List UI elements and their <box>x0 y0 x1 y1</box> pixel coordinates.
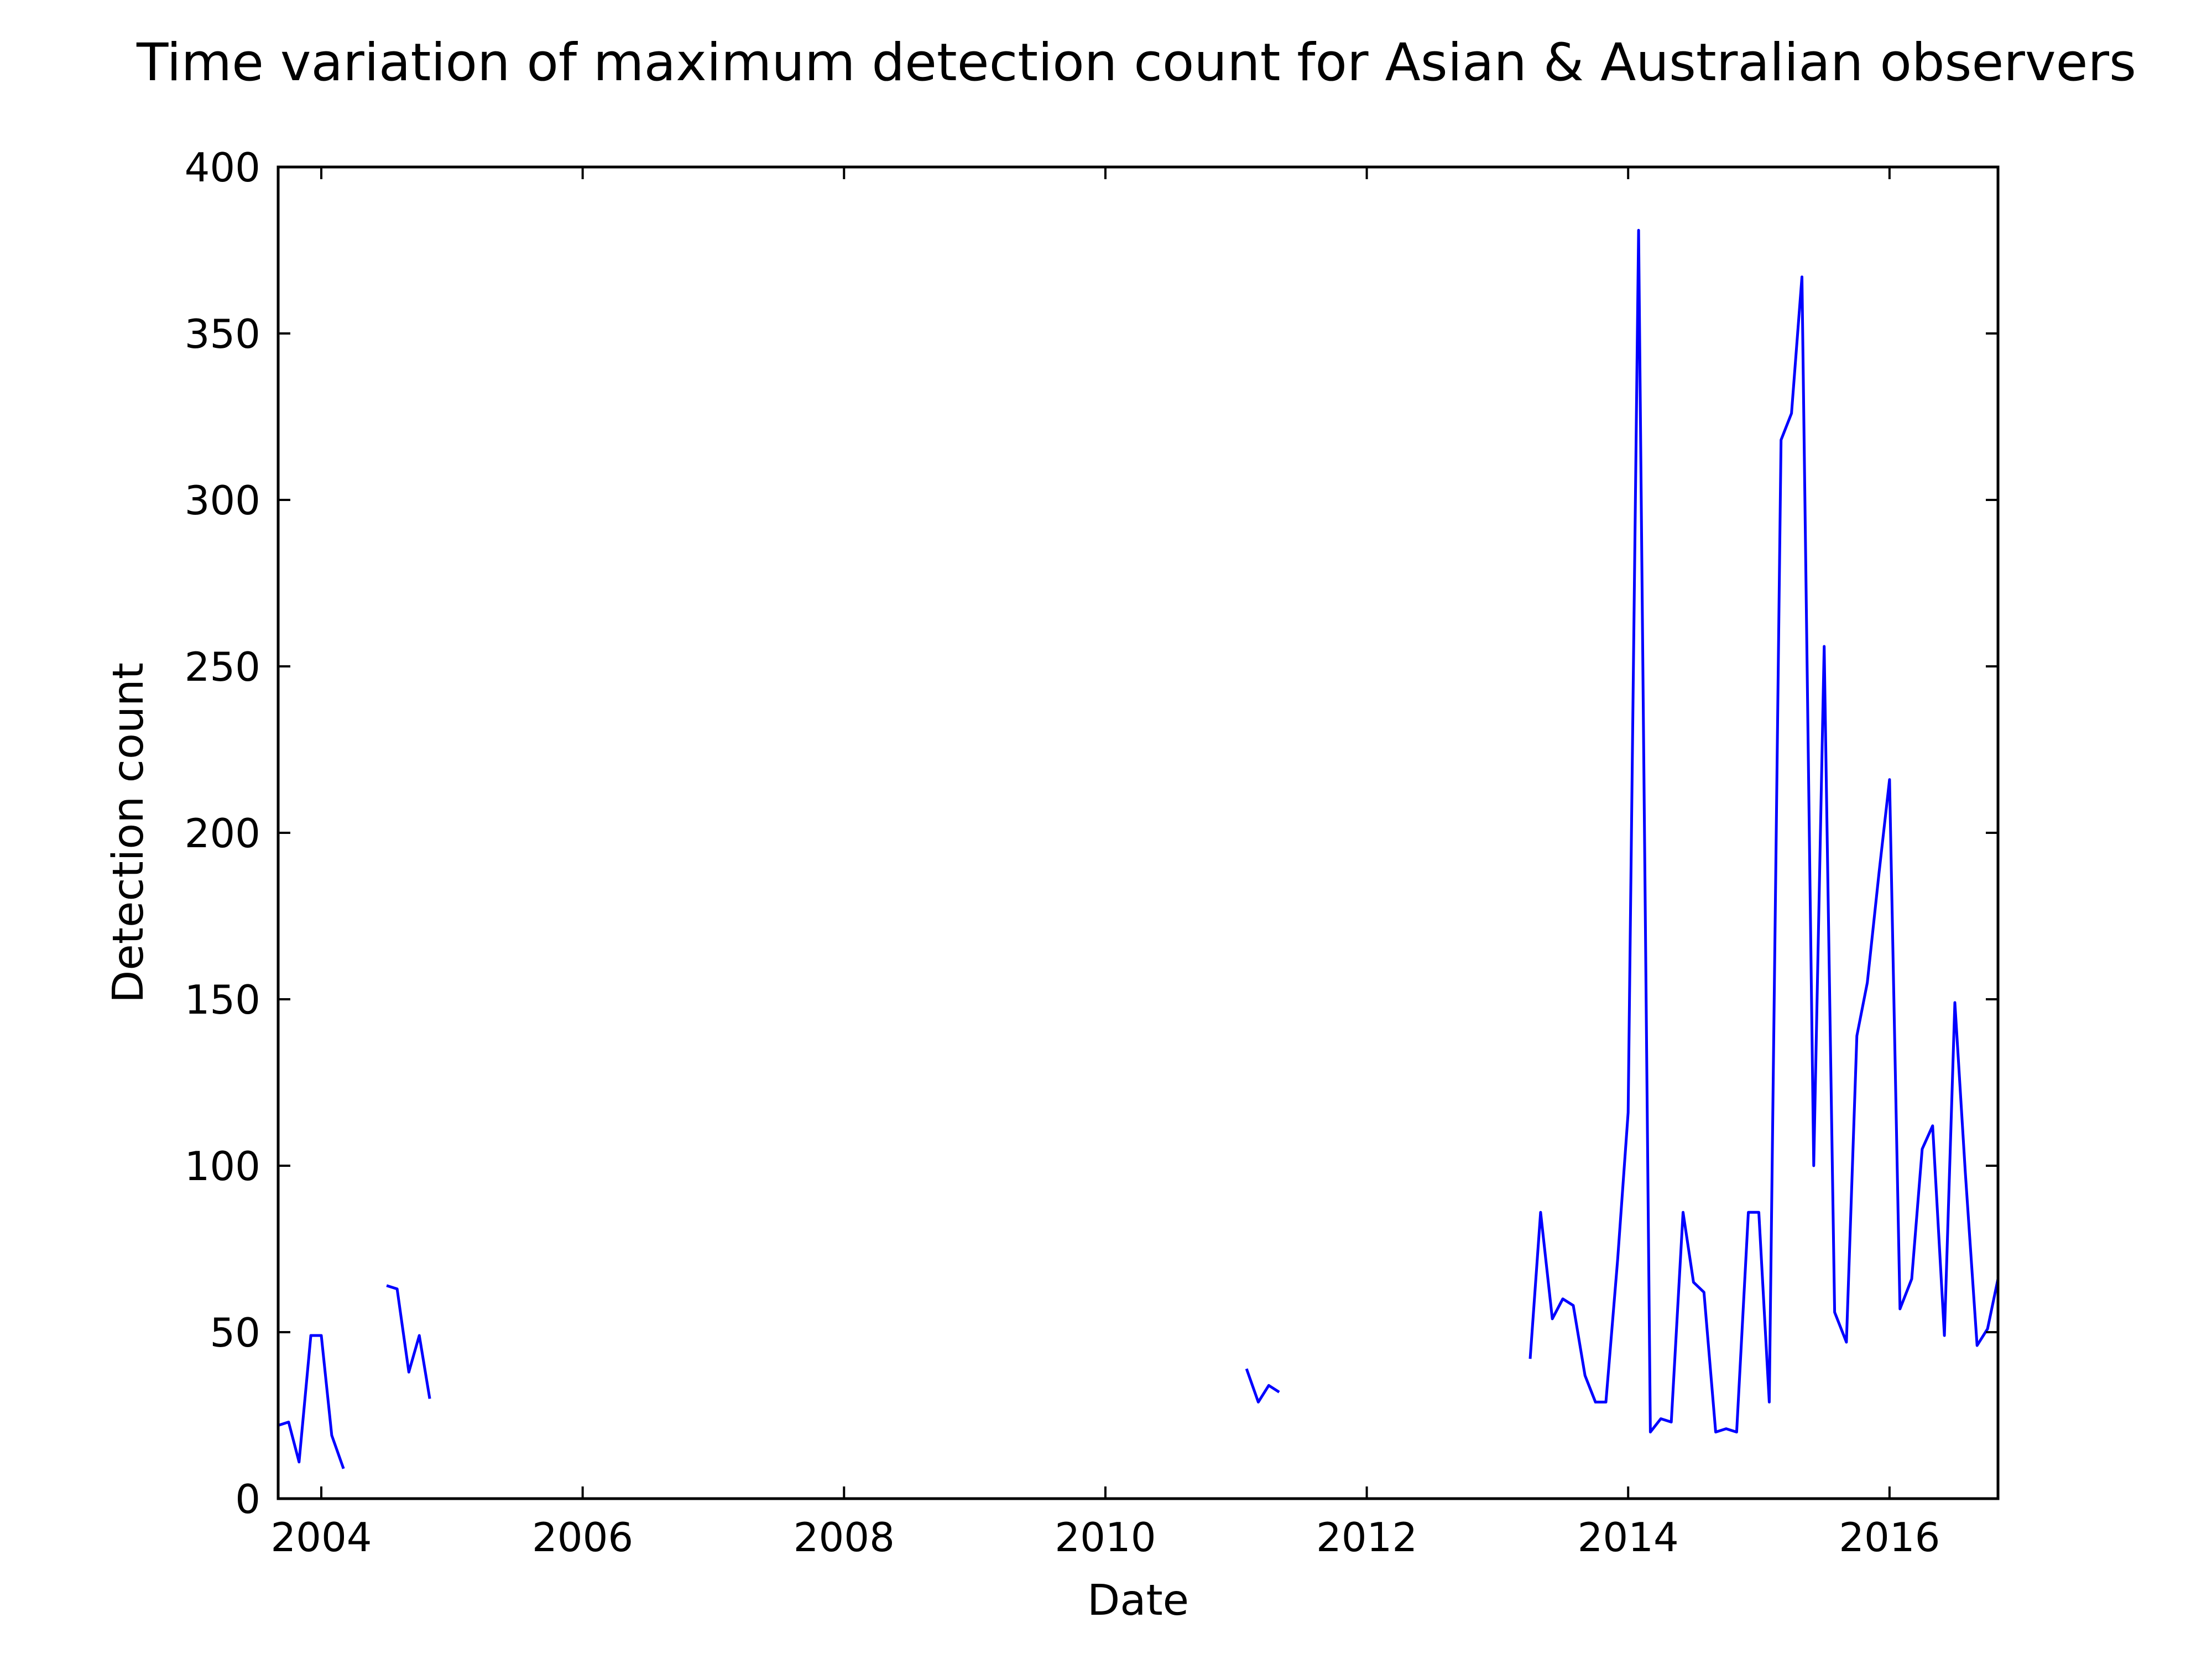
y-tick-label-350: 350 <box>185 311 260 357</box>
y-axis-label: Detection count <box>104 662 153 1003</box>
x-tick-label-2008: 2008 <box>794 1514 895 1561</box>
ticks-layer: 2004 2006 2008 2010 2012 2014 2016 0 50 100 150 200… <box>185 144 1998 1561</box>
plot-frame <box>276 165 2000 1500</box>
y-tick-label-150: 150 <box>185 977 260 1023</box>
y-tick-label-400: 400 <box>185 144 260 191</box>
x-tick-label-2006: 2006 <box>532 1514 633 1561</box>
series-0-segment-3 <box>1528 228 1998 1434</box>
x-axis-label: Date <box>1087 1576 1189 1625</box>
x-tick-label-2016: 2016 <box>1839 1514 1940 1561</box>
series-0-segment-0 <box>278 1334 345 1469</box>
x-tick-label-2010: 2010 <box>1055 1514 1156 1561</box>
x-tick-label-2014: 2014 <box>1578 1514 1679 1561</box>
plot-layer <box>278 228 1998 1469</box>
series-0-segment-2 <box>1245 1368 1280 1404</box>
y-tick-label-200: 200 <box>185 810 260 857</box>
y-tick-label-50: 50 <box>210 1310 260 1356</box>
y-tick-label-250: 250 <box>185 644 260 690</box>
y-tick-label-100: 100 <box>185 1143 260 1190</box>
x-tick-label-2004: 2004 <box>270 1514 372 1561</box>
series-0-segment-1 <box>386 1284 431 1399</box>
y-tick-label-300: 300 <box>185 477 260 524</box>
chart-title: Time variation of maximum detection coun… <box>136 33 2136 93</box>
x-tick-label-2012: 2012 <box>1316 1514 1417 1561</box>
y-tick-label-0: 0 <box>235 1476 260 1522</box>
